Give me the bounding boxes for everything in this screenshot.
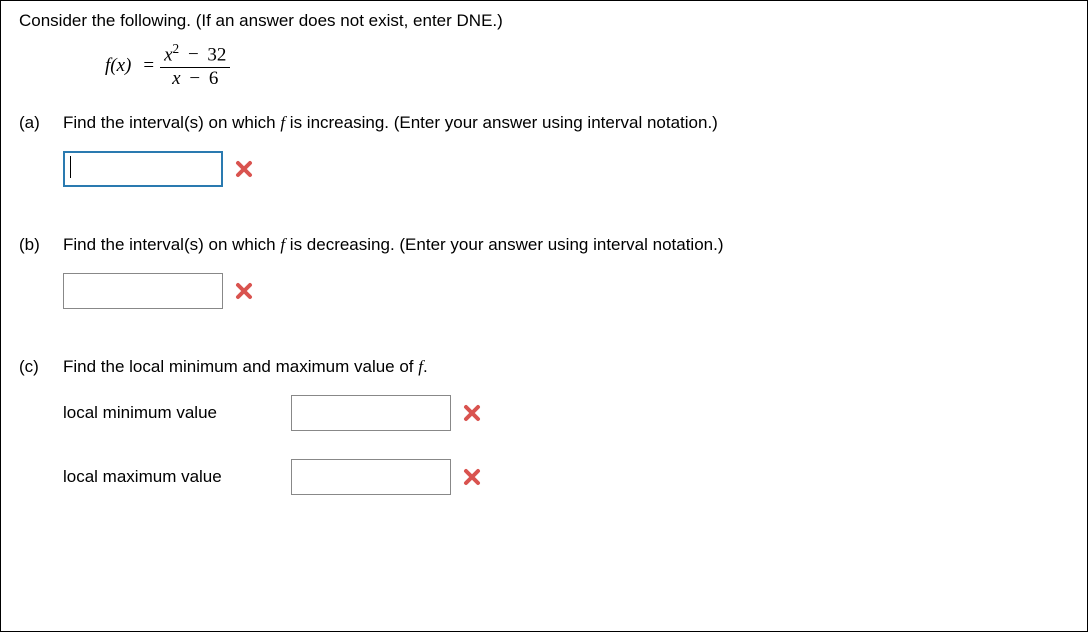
part-c: (c) Find the local minimum and maximum v… [19, 357, 1069, 523]
local-min-input[interactable] [291, 395, 451, 431]
part-b: (b) Find the interval(s) on which f is d… [19, 235, 1069, 321]
part-b-label: (b) [19, 235, 63, 321]
question-frame: Consider the following. (If an answer do… [0, 0, 1088, 632]
wrong-icon [235, 282, 253, 300]
part-b-prompt: Find the interval(s) on which f is decre… [63, 235, 1069, 255]
local-min-row: local minimum value [63, 395, 1069, 431]
part-a-label: (a) [19, 113, 63, 199]
eq-denominator: x − 6 [168, 68, 222, 91]
part-a-answer-input[interactable] [63, 151, 223, 187]
part-a-body: Find the interval(s) on which f is incre… [63, 113, 1069, 199]
part-b-answer-row [63, 273, 1069, 309]
wrong-icon [235, 160, 253, 178]
eq-lhs: f(x) [105, 55, 131, 77]
intro-text: Consider the following. (If an answer do… [19, 11, 1069, 31]
part-a-prompt: Find the interval(s) on which f is incre… [63, 113, 1069, 133]
wrong-icon [463, 468, 481, 486]
part-a-answer-row [63, 151, 1069, 187]
text-cursor [70, 156, 71, 178]
eq-fraction: x2 − 32 x − 6 [160, 41, 230, 91]
part-c-body: Find the local minimum and maximum value… [63, 357, 1069, 523]
part-b-answer-input[interactable] [63, 273, 223, 309]
local-min-label: local minimum value [63, 403, 279, 423]
function-equation: f(x) = x2 − 32 x − 6 [105, 41, 1069, 91]
eq-sign: = [143, 55, 154, 77]
part-a: (a) Find the interval(s) on which f is i… [19, 113, 1069, 199]
wrong-icon [463, 404, 481, 422]
part-c-prompt: Find the local minimum and maximum value… [63, 357, 1069, 377]
local-max-label: local maximum value [63, 467, 279, 487]
local-max-row: local maximum value [63, 459, 1069, 495]
eq-numerator: x2 − 32 [160, 41, 230, 68]
part-c-label: (c) [19, 357, 63, 523]
part-b-body: Find the interval(s) on which f is decre… [63, 235, 1069, 321]
local-max-input[interactable] [291, 459, 451, 495]
